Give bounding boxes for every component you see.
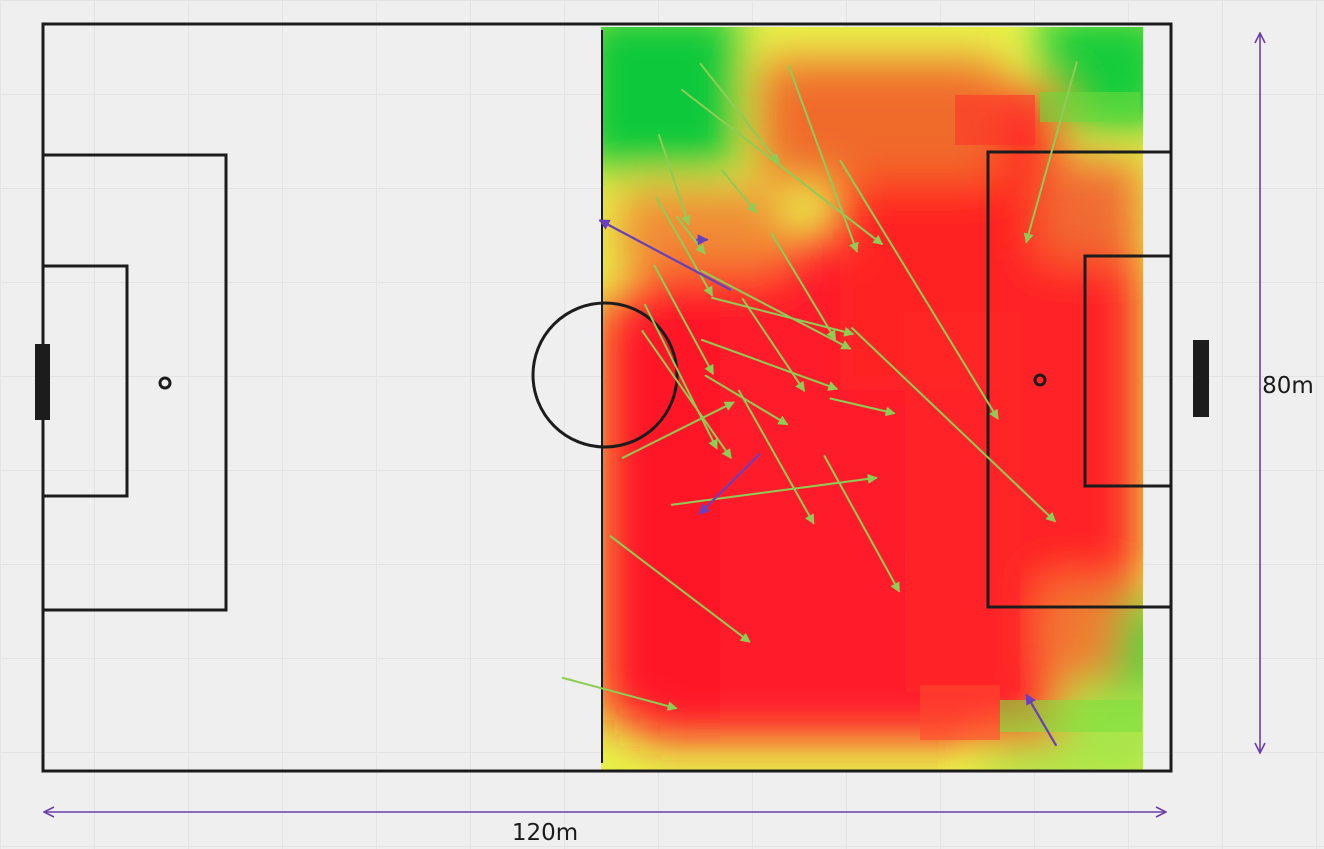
left-penalty-area [41, 153, 228, 612]
heatmap [601, 27, 1143, 771]
unsuccessful-pass-arrow [1025, 693, 1058, 747]
successful-pass-arrow [621, 401, 735, 460]
left-six-yard-box [41, 264, 129, 498]
successful-pass-arrow [653, 264, 715, 376]
left-goal [35, 344, 50, 420]
successful-pass-arrow [850, 326, 1057, 523]
successful-pass-arrow [655, 196, 714, 297]
successful-pass-arrow [680, 88, 884, 246]
successful-pass-arrow [1023, 61, 1078, 244]
successful-pass-arrow [839, 159, 999, 420]
successful-pass-arrow [711, 296, 855, 337]
pitch-length-label: 120m [512, 820, 578, 846]
right-penalty-spot [1033, 373, 1047, 387]
successful-pass-arrow [561, 676, 678, 711]
successful-pass-arrow [640, 329, 732, 460]
successful-pass-arrow [699, 62, 780, 164]
successful-pass-arrow [704, 374, 789, 426]
successful-pass-arrow [670, 474, 878, 506]
successful-pass-arrow [643, 303, 718, 450]
successful-pass-arrow [720, 169, 758, 214]
unsuccessful-pass-arrow [698, 452, 761, 515]
successful-pass-arrow [770, 232, 837, 341]
pitch-width-label: 80m [1262, 373, 1314, 399]
successful-pass-arrow [741, 297, 806, 392]
right-six-yard-box [1083, 254, 1173, 488]
successful-pass-arrow [700, 269, 852, 350]
centre-circle [531, 301, 679, 449]
unsuccessful-pass-arrow [598, 219, 732, 292]
successful-pass-arrow [737, 389, 815, 525]
successful-pass-arrow [787, 64, 859, 253]
successful-pass-arrow [657, 133, 691, 226]
successful-passes [561, 61, 1078, 711]
successful-pass-arrow [609, 534, 751, 643]
right-goal [1193, 340, 1209, 417]
left-penalty-spot [158, 376, 172, 390]
successful-pass-arrow [829, 397, 896, 417]
unsuccessful-passes [598, 219, 1058, 747]
successful-pass-arrow [823, 454, 901, 593]
successful-pass-arrow [675, 215, 706, 255]
successful-pass-arrow [700, 338, 839, 391]
